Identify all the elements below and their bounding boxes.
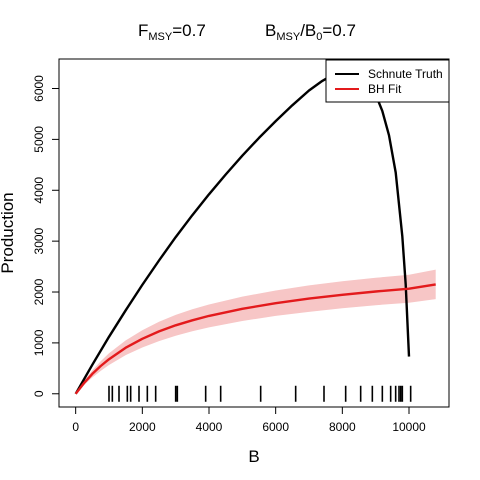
legend-label-schnute: Schnute Truth [368,67,443,81]
chart-title-bmsy-b0: BMSY/B0=0.7 [265,21,356,43]
y-tick-label: 5000 [32,126,46,153]
y-tick-label: 1000 [32,329,46,356]
y-axis: 0 1000 2000 3000 4000 5000 6000 [32,75,60,397]
x-tick-label: 6000 [262,420,289,434]
y-tick-label: 2000 [32,278,46,305]
y-tick-label: 0 [32,390,46,397]
x-tick-label: 2000 [129,420,156,434]
legend: Schnute Truth BH Fit [325,59,450,103]
x-tick-label: 8000 [329,420,356,434]
confidence-band-1 [75,269,436,394]
x-tick-label: 4000 [196,420,223,434]
x-tick-label: 0 [72,420,79,434]
y-tick-label: 4000 [32,177,46,204]
y-axis-title: Production [0,192,17,273]
chart-title-fmsy: FMSY=0.7 [138,21,206,43]
legend-box [325,59,450,103]
series-line-bh-fit [74,283,436,395]
y-tick-label: 6000 [32,75,46,102]
band-layer [75,269,436,394]
rug-layer [108,385,412,402]
x-axis: 0 2000 4000 6000 8000 10000 [72,406,426,434]
x-axis-title: B [248,447,259,466]
series-line-schnute-truth [74,70,411,395]
x-tick-label: 10000 [392,420,426,434]
y-tick-label: 3000 [32,227,46,254]
series-layer [74,70,436,395]
legend-label-bh: BH Fit [368,82,402,96]
